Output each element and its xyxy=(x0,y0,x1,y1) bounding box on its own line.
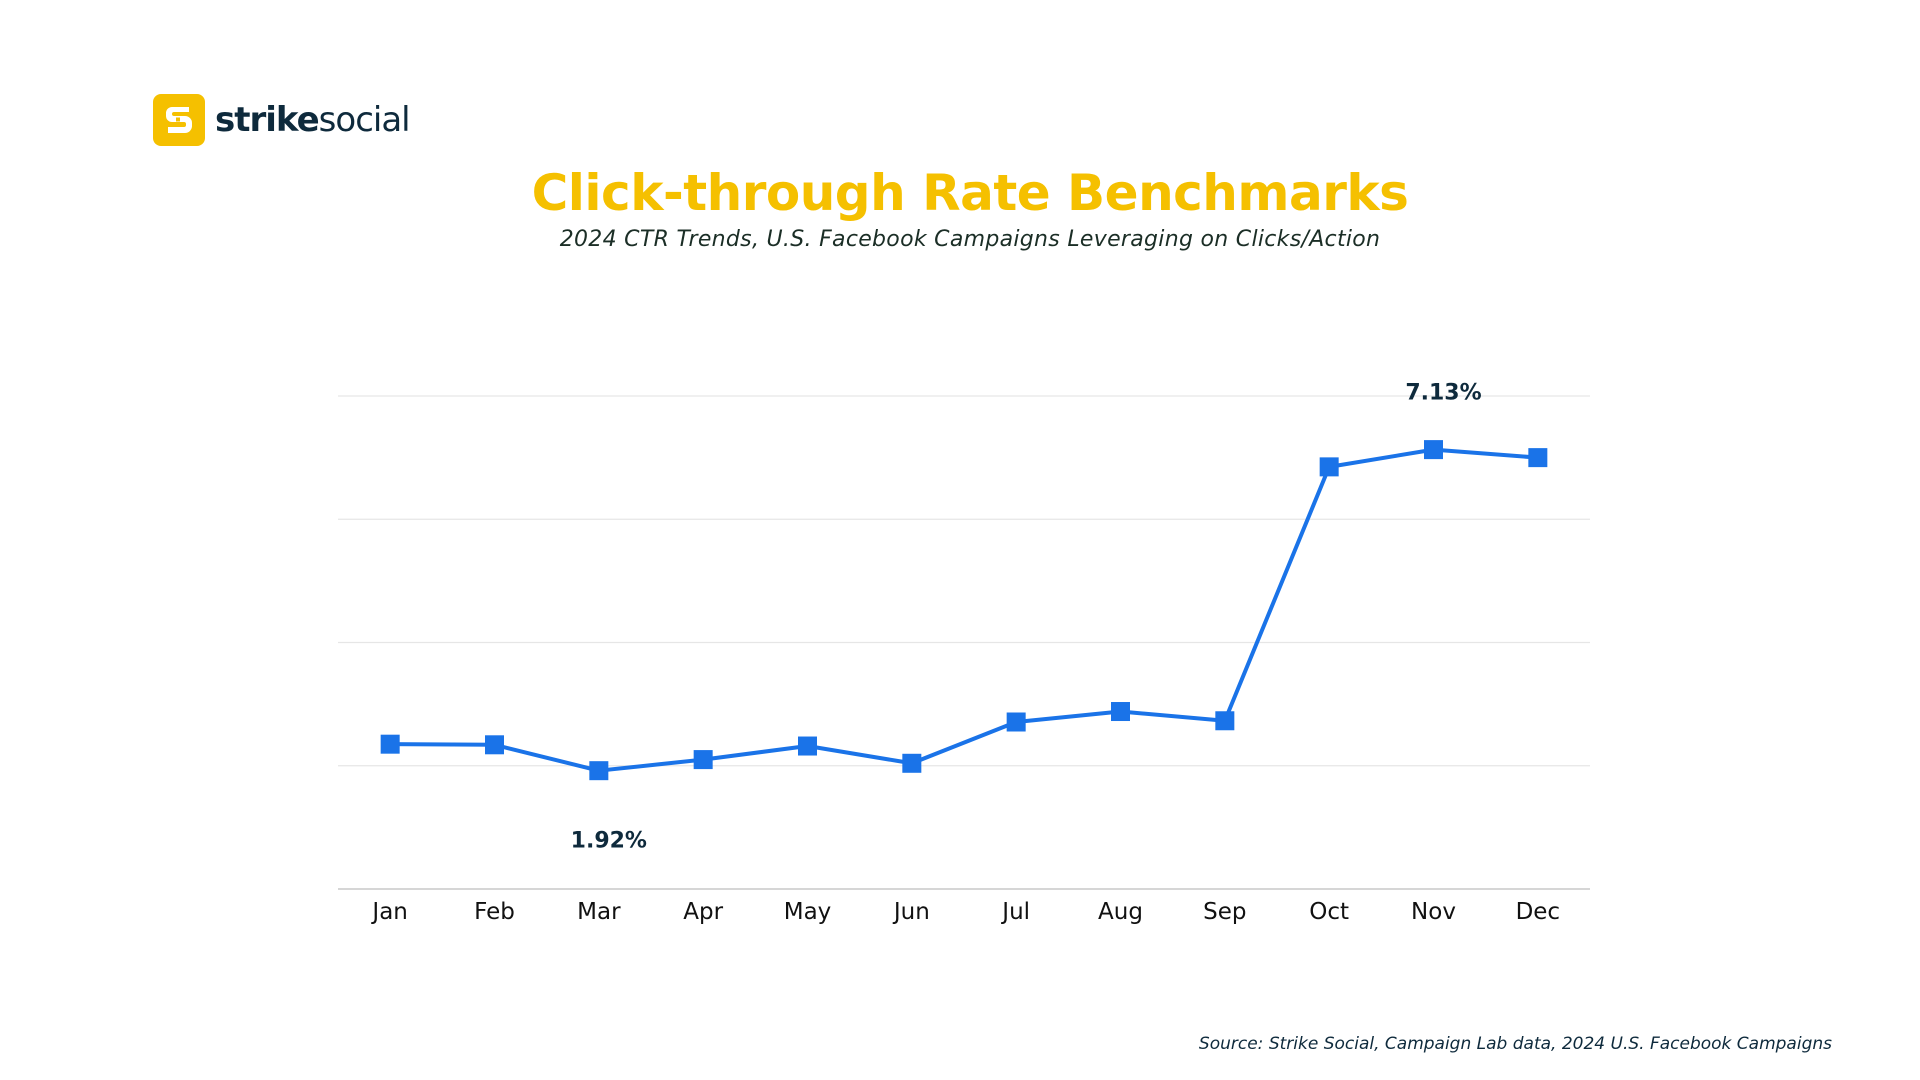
data-point-marker xyxy=(380,734,400,754)
axis-and-data-labels: Jan Feb Mar Apr May Jun Jul Aug Sep Oct Nov Dec 1.92… xyxy=(370,381,1560,925)
data-point-marker xyxy=(1006,712,1026,732)
x-tick-label: Jan xyxy=(370,899,407,925)
chart-subtitle: 2024 CTR Trends, U.S. Facebook Campaigns… xyxy=(559,227,1381,252)
x-tick-label: Feb xyxy=(474,899,515,925)
data-label: 7.13% xyxy=(1405,381,1481,406)
data-point-marker xyxy=(1319,457,1339,477)
data-point-marker xyxy=(589,761,609,781)
data-point-marker xyxy=(1528,448,1548,468)
x-tick-label: Aug xyxy=(1098,899,1143,925)
source-note: Source: Strike Social, Campaign Lab data… xyxy=(1198,1034,1832,1054)
chart-title: Click-through Rate Benchmarks xyxy=(531,164,1409,222)
strike-social-logo-icon xyxy=(153,94,205,146)
data-point-marker xyxy=(1111,702,1130,722)
data-point-marker xyxy=(1424,440,1443,460)
x-tick-label: Apr xyxy=(683,899,723,925)
x-tick-label: Dec xyxy=(1516,899,1561,925)
brand-logo: strikesocial xyxy=(153,94,411,146)
data-point-marker xyxy=(693,750,713,770)
x-tick-label: Mar xyxy=(577,899,621,925)
series-markers xyxy=(380,440,1548,781)
x-tick-label: Jun xyxy=(892,899,930,925)
x-tick-label: Jul xyxy=(1000,899,1030,925)
series-line-layer xyxy=(390,447,1538,773)
brand-wordmark: strikesocial xyxy=(215,100,411,140)
gridlines xyxy=(338,395,1590,767)
brand-name-bold: strike xyxy=(215,100,320,140)
x-tick-label: Oct xyxy=(1309,899,1349,925)
x-tick-label: Sep xyxy=(1203,899,1246,925)
data-label: 1.92% xyxy=(571,829,647,854)
data-point-marker xyxy=(798,736,817,756)
series-line xyxy=(390,447,1538,773)
data-point-marker xyxy=(1215,711,1235,731)
data-point-marker xyxy=(485,735,504,755)
x-tick-label: Nov xyxy=(1411,899,1456,925)
x-tick-label: May xyxy=(784,899,832,925)
brand-name-light: social xyxy=(318,100,411,140)
data-point-marker xyxy=(902,753,922,773)
